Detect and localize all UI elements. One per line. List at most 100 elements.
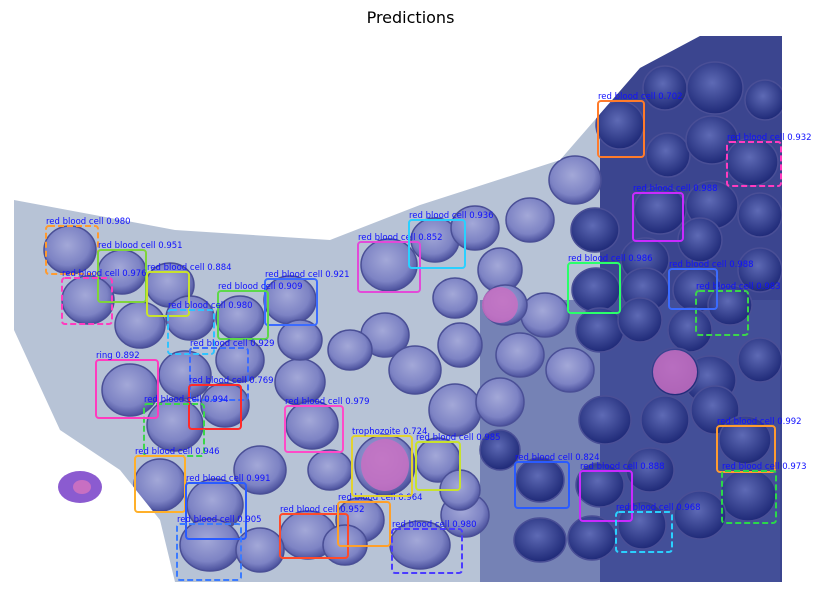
rbc-detection: red blood cell 0.979 [284,397,370,453]
cell-shape [437,322,483,368]
rbc-detection: red blood cell 0.909 [217,282,303,340]
rbc-detection: red blood cell 0.702 [597,92,683,158]
rbc-detection: red blood cell 0.973 [721,462,807,524]
detection-box [176,523,242,581]
rbc-detection: red blood cell 0.983 [695,282,781,336]
cell-shape [667,307,713,353]
rbc-detection: red blood cell 0.769 [188,376,274,430]
detection-label: trophozoite 0.724 [352,427,427,437]
rbc-detection: red blood cell 0.985 [415,433,501,491]
cell-shape [617,297,663,343]
detection-label: red blood cell 0.769 [189,376,274,386]
detection-label: red blood cell 0.976 [62,269,147,279]
detection-box [408,219,466,269]
detection-label: red blood cell 0.985 [416,433,501,443]
detection-box [351,435,413,497]
detection-label: red blood cell 0.946 [135,447,220,457]
cell-shape [432,277,478,319]
cell-shape [737,337,782,383]
cell-shape [158,350,212,400]
cell-shape [707,284,753,326]
cell-shape [61,275,115,325]
detection-label: red blood cell 0.979 [285,397,370,407]
cell-shape [479,429,521,471]
rbc-detection: red blood cell 0.980 [391,520,477,574]
cell-shape [645,132,691,178]
cell-shape [515,457,565,503]
rbc-detection: red blood cell 0.988 [668,260,754,310]
detection-box [95,359,159,419]
detection-label: red blood cell 0.980 [392,520,477,530]
detection-box [188,384,242,430]
detection-box [217,290,269,340]
rbc-detection: red blood cell 0.929 [189,339,275,401]
detection-box [514,461,570,509]
cell-shape [146,398,204,452]
infected-cell-shape [653,350,697,394]
detection-box [284,405,344,453]
detection-label: red blood cell 0.986 [568,254,653,264]
detection-box [721,470,777,524]
detection-box [695,290,749,336]
detection-box [279,513,349,559]
infected-cell-shape [361,439,409,491]
cell-shape [233,445,287,495]
rbc-detection: red blood cell 0.905 [176,515,262,581]
cell-shape [677,217,723,263]
detection-box [415,441,461,491]
cell-shape [673,490,727,540]
cell-shape [737,247,782,293]
detection-label: red blood cell 0.980 [46,217,131,227]
detection-box [185,482,247,540]
cell-shape [578,395,632,445]
cell-shape [133,458,187,512]
rbc-detection: red blood cell 0.824 [514,453,600,509]
detection-label: red blood cell 0.968 [616,503,701,513]
detection-box [391,528,463,574]
cell-shape [307,449,353,491]
detection-label: red blood cell 0.991 [186,474,271,484]
rbc-detection: red blood cell 0.932 [726,133,812,187]
detection-box [264,278,318,326]
detection-box [134,455,186,513]
detection-label: red blood cell 0.994 [144,395,229,405]
detection-label: red blood cell 0.952 [280,505,365,515]
detection-label: red blood cell 0.909 [218,282,303,292]
cell-shape [719,468,777,522]
cell-shape [388,345,442,395]
cell-shape [101,363,159,417]
detection-label: red blood cell 0.983 [696,282,781,292]
cell-shape [505,197,555,243]
detection-box [337,501,391,547]
cell-shape [686,61,744,115]
cell-shape [571,267,621,313]
rbc-detection: red blood cell 0.921 [264,270,350,326]
detection-label: red blood cell 0.964 [338,493,423,503]
detection-label: red blood cell 0.888 [580,462,665,472]
cell-shape [450,205,500,251]
detection-label: red blood cell 0.824 [515,453,600,463]
rbc-detection: red blood cell 0.976 [61,269,147,325]
rbc-detection: red blood cell 0.988 [632,184,718,242]
cell-shape [545,347,595,393]
detection-label: red blood cell 0.702 [598,92,683,102]
cell-shape [513,517,567,563]
stray-cell-nucleus [73,480,91,494]
rbc-detection: red blood cell 0.888 [579,462,665,522]
detection-box [567,262,621,314]
detection-box [61,277,113,325]
detection-box [597,100,645,158]
detection-label: red blood cell 0.929 [190,339,275,349]
detection-label: red blood cell 0.973 [722,462,807,472]
detection-label: ring 0.892 [96,351,140,361]
detection-label: red blood cell 0.951 [98,241,183,251]
cell-shape [575,462,625,508]
cell-shape [718,415,772,465]
cell-shape [277,319,323,361]
rbc-detection: red blood cell 0.980 [167,301,253,355]
cell-shape [428,383,482,437]
detection-label: red blood cell 0.992 [717,417,802,427]
cell-shape [43,225,97,275]
